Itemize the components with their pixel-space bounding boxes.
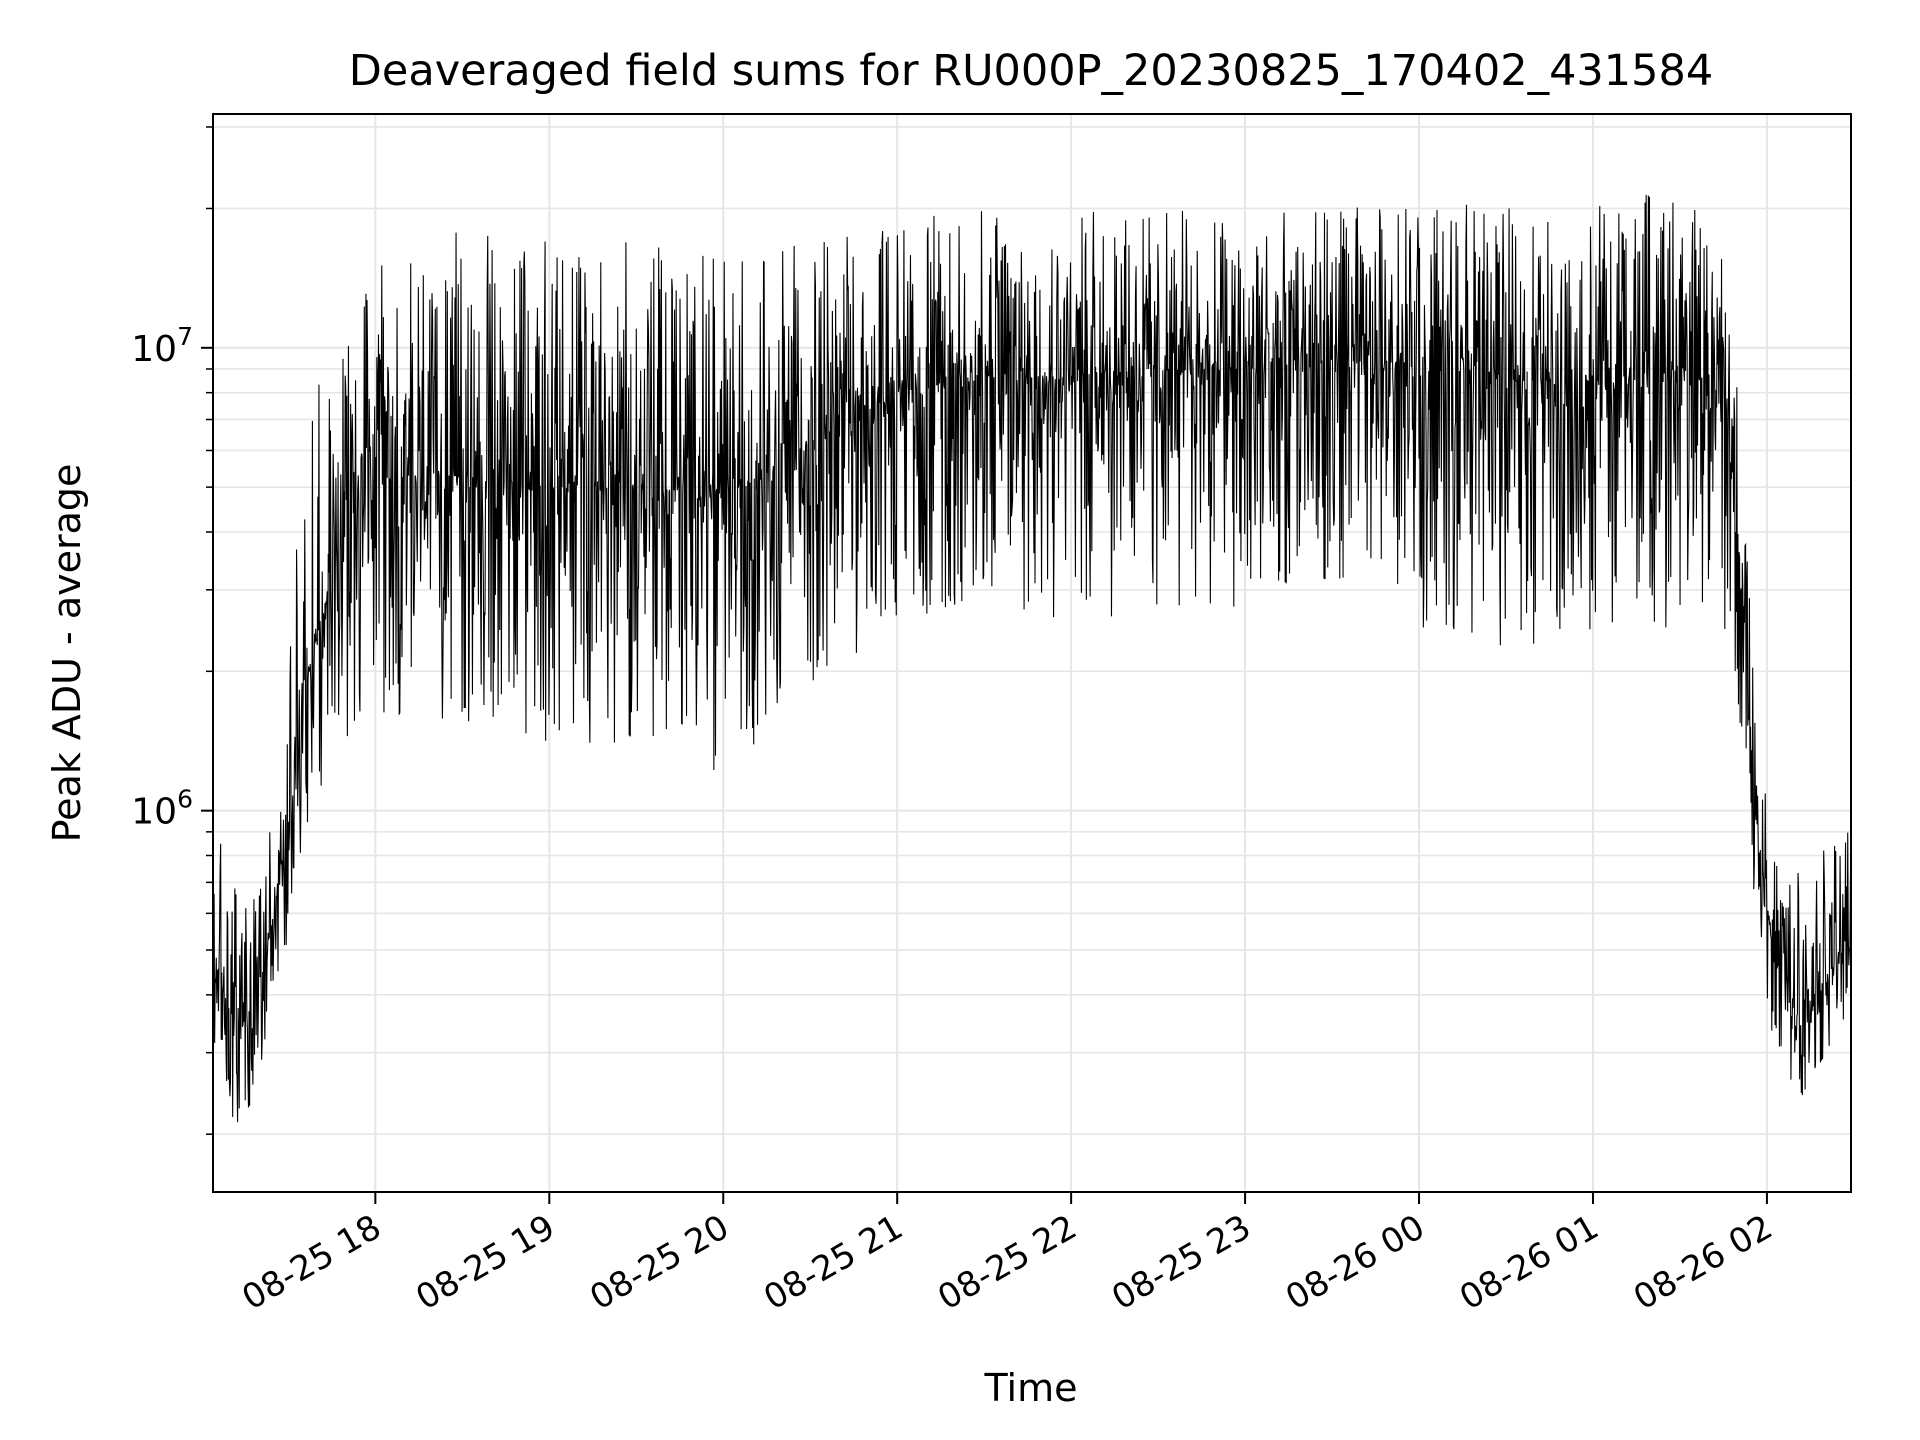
x-axis-label: Time [984, 1366, 1078, 1410]
data-series [212, 194, 1852, 1123]
y-tick-label: 106 [131, 785, 193, 833]
plot-frame [212, 113, 1852, 1193]
chart-title: Deaveraged field sums for RU000P_2023082… [349, 46, 1713, 96]
y-tick-label: 107 [131, 322, 193, 370]
y-axis-label: Peak ADU - average [45, 464, 89, 843]
series-line [212, 194, 1852, 1123]
